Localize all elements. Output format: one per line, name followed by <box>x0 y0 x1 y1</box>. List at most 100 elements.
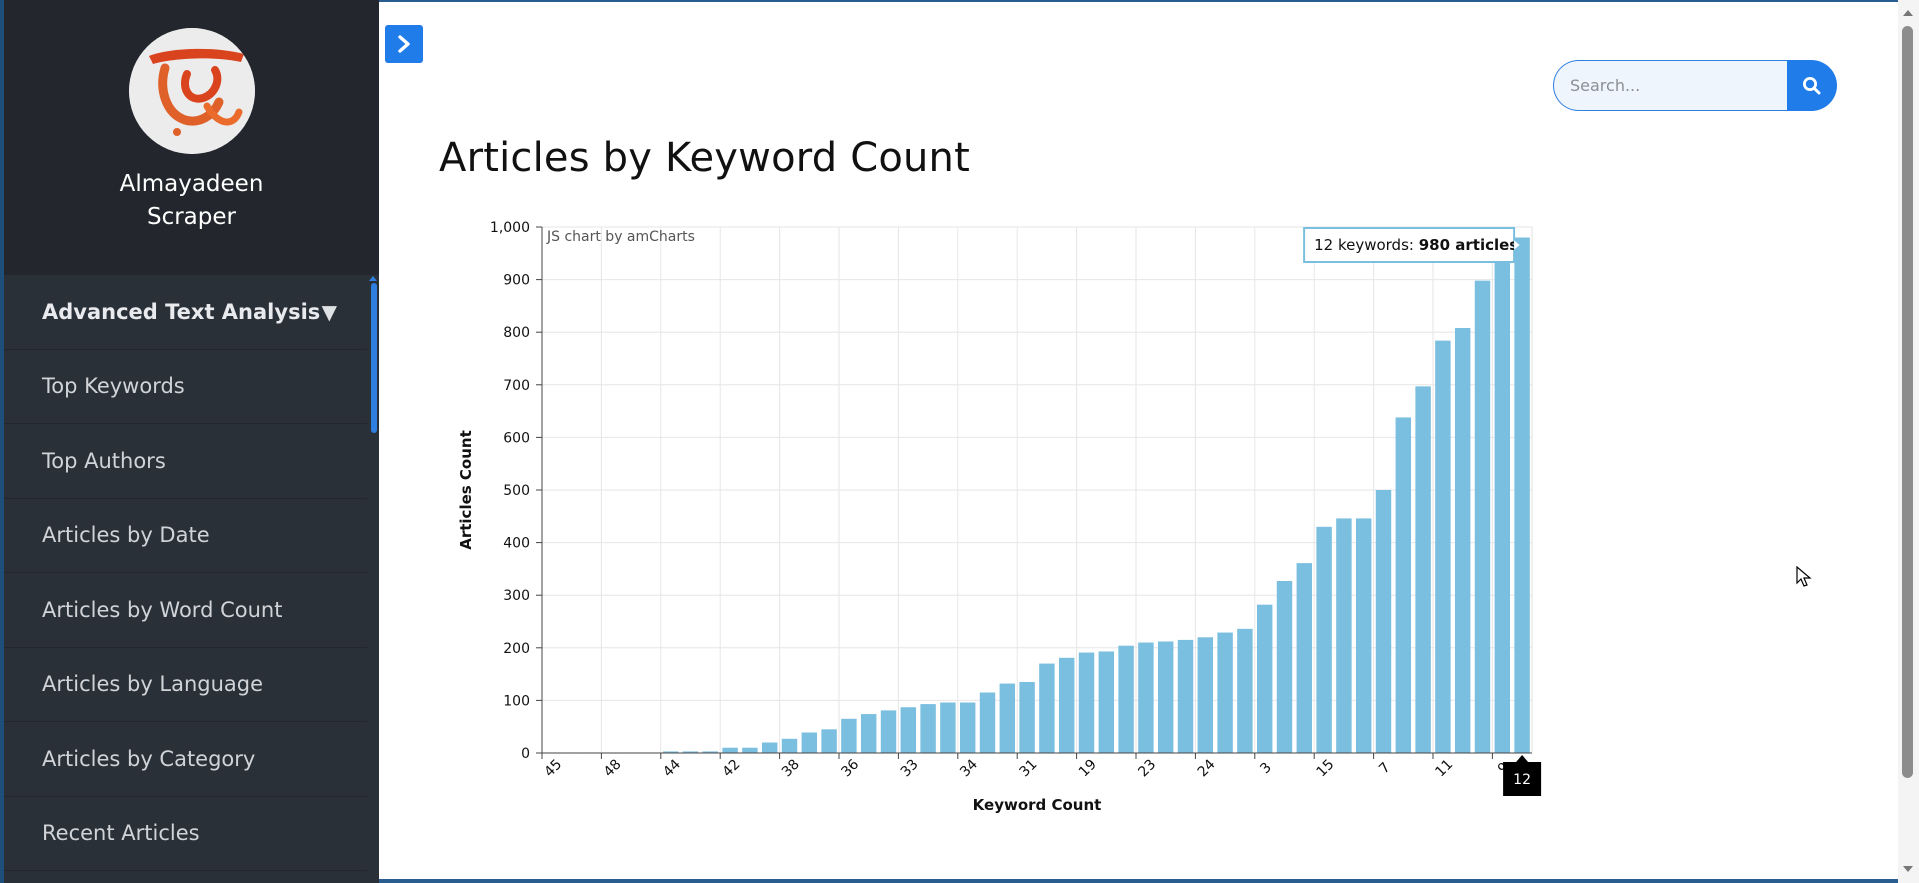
logo-icon <box>128 28 255 154</box>
chart-bar <box>801 732 818 753</box>
x-cursor-label-box <box>1503 762 1542 796</box>
chart-bar <box>1296 563 1313 753</box>
chart-bar <box>900 707 917 753</box>
chart-bar <box>1039 663 1055 753</box>
brand-name: Almayadeen Scraper <box>4 168 379 234</box>
chart-bar <box>1058 657 1075 753</box>
sidebar-item-label: Articles by Category <box>42 746 256 771</box>
sidebar-item-articles-by-date[interactable]: Articles by Date <box>4 499 367 573</box>
chart-bar <box>1276 580 1293 753</box>
chart-bars <box>544 237 1530 754</box>
page-title: Articles by Keyword Count <box>439 135 970 181</box>
chart-bar <box>1217 632 1233 753</box>
sidebar-item-articles-by-category[interactable]: Articles by Category <box>4 722 367 797</box>
y-tick-label: 700 <box>503 378 530 394</box>
chart-bar <box>1375 490 1392 753</box>
x-axis-label: Keyword Count <box>973 796 1102 814</box>
sidebar-item-top-authors[interactable]: Top Authors <box>4 424 367 499</box>
sidebar-item-label: Top Keywords <box>42 374 185 399</box>
chart-bar <box>742 747 758 753</box>
brand-name-line1: Almayadeen <box>119 171 264 197</box>
y-tick-label: 900 <box>503 273 530 289</box>
sidebar-item-label: Articles by Date <box>42 523 210 548</box>
chart-bar <box>722 747 738 753</box>
y-tick-label: 400 <box>503 536 530 552</box>
chart-bar <box>1474 280 1491 753</box>
chart-bar <box>1256 604 1273 753</box>
sidebar-item-label: Top Authors <box>42 448 166 473</box>
sidebar-scroll-up-icon[interactable] <box>369 276 377 281</box>
chart-bar <box>999 683 1016 753</box>
sidebar-item-recent-articles[interactable]: Recent Articles <box>4 797 367 871</box>
page-scrollbar-thumb[interactable] <box>1902 26 1913 778</box>
chart-bar <box>920 704 936 753</box>
y-tick-label: 0 <box>521 746 530 762</box>
sidebar-header: Almayadeen Scraper <box>4 0 379 275</box>
sidebar-item-articles-by-word-count[interactable]: Articles by Word Count <box>4 573 367 648</box>
x-tick-label: 34 <box>957 756 981 780</box>
bar-chart: 0 100 200 300 400 500 600 700 800 900 1,000 45 48 44 4… <box>457 220 1542 814</box>
search-button[interactable] <box>1787 60 1837 111</box>
chart-bar <box>1177 639 1194 753</box>
search-input[interactable] <box>1553 60 1787 111</box>
chart-bar <box>959 702 976 753</box>
chart-bar <box>1435 340 1451 753</box>
scroll-up-icon[interactable] <box>1903 10 1913 16</box>
sidebar-menu: Advanced Text Analysis ▼ Top Keywords To… <box>4 275 379 871</box>
y-tick-label: 1,000 <box>490 220 530 236</box>
chart-bar <box>1078 652 1095 753</box>
search-icon <box>1803 76 1821 94</box>
y-tick-label: 300 <box>503 588 530 604</box>
x-cursor-label-pointer <box>1516 755 1529 762</box>
x-tick-label: 3 <box>1257 760 1275 778</box>
sidebar-toggle-button[interactable] <box>385 25 423 63</box>
chart-bar <box>682 751 699 753</box>
chart-bar <box>1197 637 1214 753</box>
chart-bar <box>841 718 857 753</box>
chart-bar <box>1019 681 1035 753</box>
x-tick-label: 15 <box>1314 756 1338 780</box>
chart-bar <box>781 738 798 753</box>
x-tick-label: 36 <box>838 756 862 780</box>
search-bar <box>1553 60 1837 111</box>
y-tick-label: 600 <box>503 430 530 446</box>
chart-bar <box>1138 642 1154 753</box>
tooltip-box <box>1303 227 1516 263</box>
x-tick-label: 7 <box>1376 760 1394 778</box>
chart-bar <box>940 702 956 753</box>
chart-bar <box>702 751 719 753</box>
x-tick-label: 33 <box>898 756 922 780</box>
x-tick-label: 48 <box>601 756 625 780</box>
x-tick-label: 45 <box>541 756 565 780</box>
chart-bar <box>1098 651 1115 753</box>
chart-bar <box>979 692 996 753</box>
y-tick-label: 200 <box>503 641 530 657</box>
chart-bar <box>1395 417 1412 753</box>
sidebar-scrollbar[interactable] <box>371 283 377 433</box>
sidebar-item-articles-by-language[interactable]: Articles by Language <box>4 648 367 722</box>
chart-tooltip: 12 keywords: 980 articles <box>1303 227 1523 263</box>
chart-bar <box>761 742 778 753</box>
chart-bar <box>662 751 679 753</box>
chart-bar <box>1355 518 1372 753</box>
sidebar-item-label: Articles by Word Count <box>42 597 283 622</box>
x-tick-label: 38 <box>779 756 803 780</box>
x-tick-label: 11 <box>1432 756 1456 780</box>
tooltip-pointer <box>1513 238 1523 252</box>
y-tick-label: 100 <box>503 693 530 709</box>
tooltip-label: 12 keywords: <box>1314 236 1419 254</box>
scroll-down-icon[interactable] <box>1903 866 1913 872</box>
chart-bar <box>1118 645 1134 753</box>
brand-logo[interactable] <box>128 28 255 154</box>
sidebar-item-advanced-text-analysis[interactable]: Advanced Text Analysis ▼ <box>4 275 367 350</box>
sidebar-item-top-keywords[interactable]: Top Keywords <box>4 350 367 424</box>
x-tick-label: 19 <box>1076 756 1100 780</box>
chart-watermark[interactable]: JS chart by amCharts <box>546 229 695 245</box>
sidebar-item-label: Recent Articles <box>42 821 200 846</box>
chart-bar <box>1157 641 1174 753</box>
chart-bar <box>1237 628 1253 753</box>
tooltip-text: 12 keywords: 980 articles <box>1314 236 1518 254</box>
chart-bar <box>1316 526 1332 753</box>
chart-axes: 0 100 200 300 400 500 600 700 800 900 1,000 45 48 44 4… <box>490 220 1532 780</box>
sidebar-item-label: Articles by Language <box>42 672 264 697</box>
